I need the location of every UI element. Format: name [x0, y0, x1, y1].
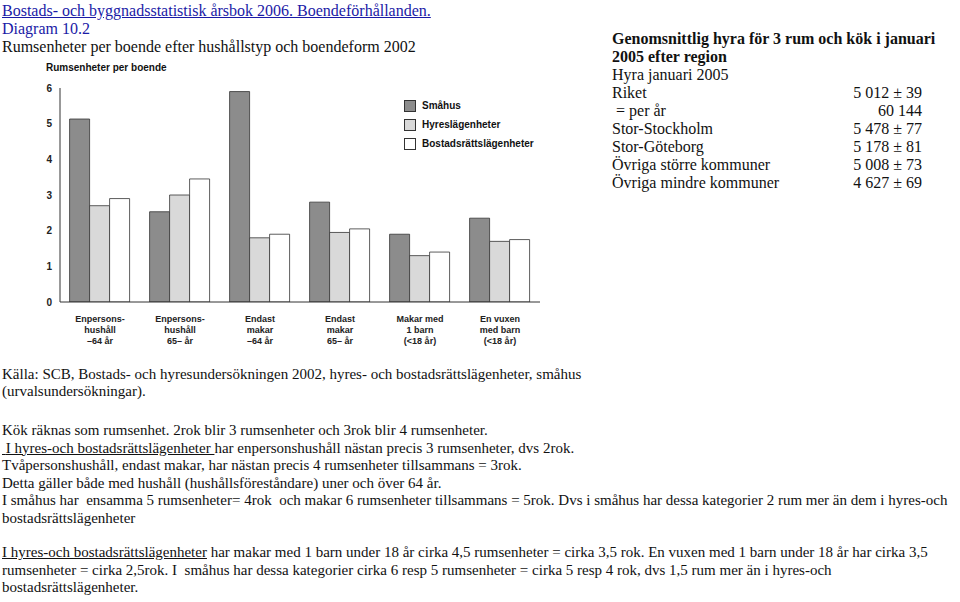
html-text:Bostads- och byggnadsstatistis: Bostads- och byggnadsstatistisk årsbok 2…: [2, 2, 431, 19]
html-text:Småhus: Småhus: [422, 100, 461, 111]
svg-text:Makar med1 barn(<18 år): Makar med1 barn(<18 år): [396, 314, 443, 346]
html-text:Övriga mindre kommuner: Övriga mindre kommuner: [612, 174, 780, 191]
html-text:I hyres-och bostadsrättslägenh: I hyres-och bostadsrättslägenheter har m…: [2, 544, 932, 595]
svg-text:5: 5: [46, 118, 52, 129]
html-text:I småhus har ensamma 5 rumsenh: I småhus har ensamma 5 rumsenheter= 4rok…: [2, 492, 952, 526]
svg-text:Endastmakar–64 år: Endastmakar–64 år: [245, 314, 275, 346]
html-text:Rumsenheter per boende efter h: Rumsenheter per boende efter hushållstyp…: [2, 38, 416, 55]
svg-text:6: 6: [46, 83, 52, 94]
html-text:Detta gäller både med hushåll: Detta gäller både med hushåll (hushållsf…: [2, 474, 442, 491]
svg-text:4: 4: [46, 154, 52, 165]
html-text:60 144: 60 144: [878, 102, 922, 119]
html-text:Bostadsrättslägenheter: Bostadsrättslägenheter: [422, 138, 534, 149]
html-text:Hyra januari 2005: Hyra januari 2005: [612, 66, 729, 83]
svg-text:Enpersons-hushåll–64 år: Enpersons-hushåll–64 år: [75, 314, 125, 346]
html-text:I hyres-och bostadsrättslägenh: I hyres-och bostadsrättslägenheter har e…: [2, 439, 575, 456]
html-text:5 012 ± 39: 5 012 ± 39: [853, 84, 922, 101]
html-text:Kök räknas som rumsenhet. 2rok: Kök räknas som rumsenhet. 2rok blir 3 ru…: [2, 422, 488, 438]
html-text:5 008 ± 73: 5 008 ± 73: [853, 156, 922, 173]
svg-text:0: 0: [46, 297, 52, 308]
svg-text:En vuxenmed barn(<18 år): En vuxenmed barn(<18 år): [480, 314, 521, 346]
html-text:Genomsnittlig hyra för 3 rum o: Genomsnittlig hyra för 3 rum och kök i j…: [612, 30, 936, 65]
svg-text:1: 1: [46, 261, 52, 272]
html-text:4 627 ± 69: 4 627 ± 69: [853, 174, 922, 191]
svg-text:Endastmakar65– år: Endastmakar65– år: [325, 314, 355, 346]
html-text:Källa: SCB, Bostads- och hyres: Källa: SCB, Bostads- och hyresundersökni…: [2, 366, 582, 399]
html-text:Diagram 10.2: Diagram 10.2: [2, 20, 90, 37]
svg-text:Enpersons-hushåll65– år: Enpersons-hushåll65– år: [155, 314, 205, 346]
html-text:Riket: Riket: [612, 84, 647, 101]
html-text:Stor-Göteborg: Stor-Göteborg: [612, 138, 704, 155]
svg-text:2: 2: [46, 225, 52, 236]
html-text:5 478 ± 77: 5 478 ± 77: [853, 120, 922, 137]
html-text:Hyreslägenheter: Hyreslägenheter: [422, 119, 501, 130]
html-text:5 178 ± 81: 5 178 ± 81: [853, 138, 922, 155]
html-text:Övriga större kommuner: Övriga större kommuner: [612, 156, 771, 173]
html-text:Stor-Stockholm: Stor-Stockholm: [612, 120, 713, 137]
svg-text:3: 3: [46, 190, 52, 201]
html-text:Rumsenheter per boende: Rumsenheter per boende: [46, 62, 167, 73]
html-text:= per år: = per år: [612, 102, 666, 119]
html-text:Tvåpersonshushåll, endast maka: Tvåpersonshushåll, endast makar, har näs…: [2, 457, 522, 473]
